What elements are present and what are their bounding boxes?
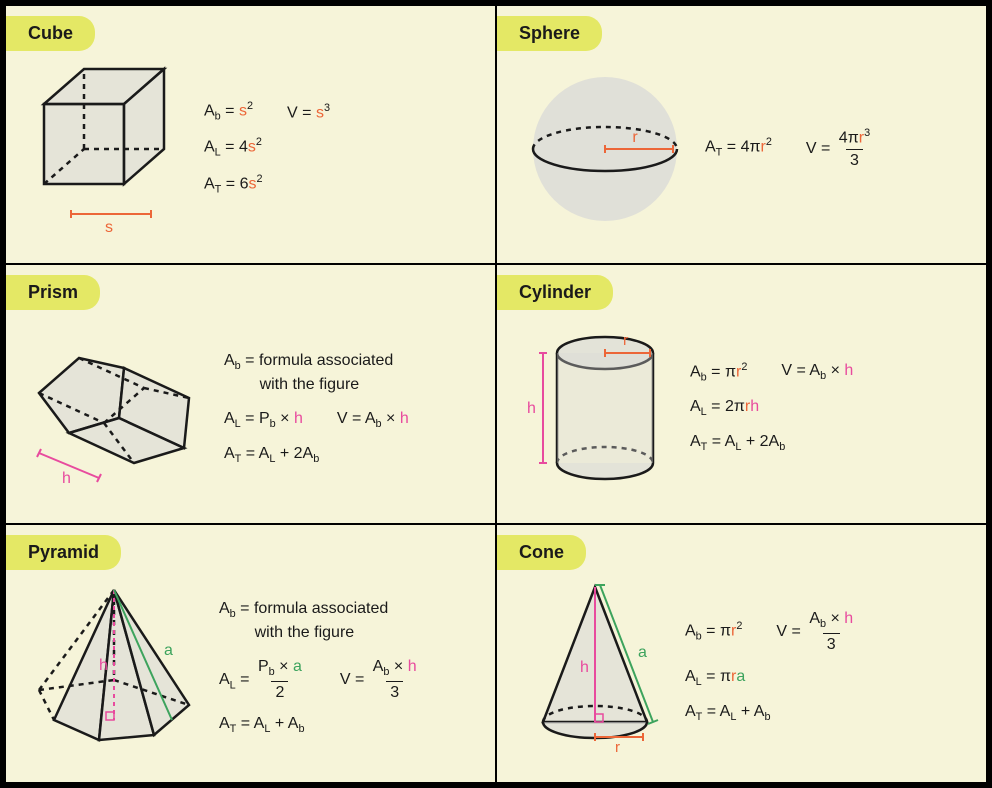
cell-cube: Cube xyxy=(6,6,495,263)
cell-pyramid: Pyramid xyxy=(6,525,495,782)
label-cone-r: r xyxy=(615,739,620,756)
cone-V: V = Ab × h3 xyxy=(776,610,857,654)
label-pyr-h: h xyxy=(99,657,108,674)
cube-AT: AT = 6s2 xyxy=(204,174,477,196)
diagram-cube: s xyxy=(24,54,194,244)
sphere-AT: AT = 4πr2 xyxy=(705,137,772,159)
prism-Ab: Ab = formula associated with the figure xyxy=(224,350,477,395)
label-pyr-a: a xyxy=(164,642,173,659)
label-sphere-r: r xyxy=(632,129,638,146)
title-cylinder: Cylinder xyxy=(497,275,613,310)
diagram-sphere: r xyxy=(515,64,695,234)
formulas-sphere: AT = 4πr2 V = 4πr33 xyxy=(705,128,968,170)
prism-AL: AL = Pb × h xyxy=(224,410,303,431)
diagram-pyramid: h a xyxy=(24,575,209,760)
cell-prism: Prism xyxy=(6,265,495,522)
cone-Ab: Ab = πr2 xyxy=(685,621,742,643)
formulas-cube: Ab = s2 V = s3 AL = 4s2 AT = 6s2 xyxy=(204,101,477,196)
title-cube: Cube xyxy=(6,16,95,51)
formulas-pyramid: Ab = formula associated with the figure … xyxy=(219,598,477,736)
cyl-AT: AT = AL + 2Ab xyxy=(690,433,968,454)
title-pyramid: Pyramid xyxy=(6,535,121,570)
pyr-AL: AL = Pb × a2 xyxy=(219,658,306,702)
sphere-V: V = 4πr33 xyxy=(806,128,874,170)
cyl-V: V = Ab × h xyxy=(781,362,853,383)
cone-AT: AT = AL + Ab xyxy=(685,703,968,724)
prism-V: V = Ab × h xyxy=(337,410,409,431)
diagram-cylinder: r h xyxy=(515,313,680,503)
formula-grid: Cube xyxy=(6,6,986,782)
cube-AL: AL = 4s2 xyxy=(204,137,477,159)
label-cone-h: h xyxy=(580,659,589,676)
formulas-cylinder: Ab = πr2 V = Ab × h AL = 2πrh AT = AL + … xyxy=(690,362,968,455)
diagram-cone: h a r xyxy=(515,572,675,762)
title-sphere: Sphere xyxy=(497,16,602,51)
pyr-V: V = Ab × h3 xyxy=(340,658,421,702)
cube-V: V = s3 xyxy=(287,103,330,122)
cube-Ab: Ab = s2 xyxy=(204,101,253,123)
title-prism: Prism xyxy=(6,275,100,310)
cone-AL: AL = πra xyxy=(685,668,968,689)
label-prism-h: h xyxy=(62,470,71,487)
cyl-Ab: Ab = πr2 xyxy=(690,362,747,384)
label-cyl-h: h xyxy=(527,400,536,417)
cell-cone: Cone h a xyxy=(497,525,986,782)
label-cone-a: a xyxy=(638,644,647,661)
pyr-Ab: Ab = formula associated with the figure xyxy=(219,598,477,643)
prism-AT: AT = AL + 2Ab xyxy=(224,445,477,466)
formulas-prism: Ab = formula associated with the figure … xyxy=(224,350,477,466)
cell-sphere: Sphere r AT = 4πr2 V = xyxy=(497,6,986,263)
diagram-prism: h xyxy=(24,318,214,498)
label-cube-s: s xyxy=(105,219,113,236)
cell-cylinder: Cylinder r xyxy=(497,265,986,522)
cyl-AL: AL = 2πrh xyxy=(690,398,968,419)
formulas-cone: Ab = πr2 V = Ab × h3 AL = πra AT = AL + … xyxy=(685,610,968,724)
pyr-AT: AT = AL + Ab xyxy=(219,715,477,736)
label-cyl-r: r xyxy=(623,332,628,349)
title-cone: Cone xyxy=(497,535,586,570)
